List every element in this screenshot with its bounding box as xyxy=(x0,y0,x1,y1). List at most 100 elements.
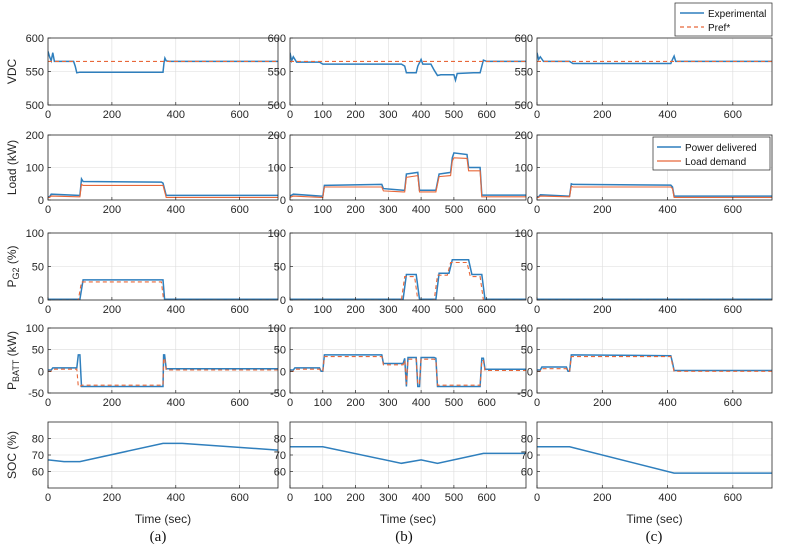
x-tick-label: 300 xyxy=(379,109,397,121)
x-tick-label: 0 xyxy=(45,204,51,216)
x-tick-label: 0 xyxy=(45,397,51,409)
y-tick-label: 60 xyxy=(32,467,44,479)
series-line-experimental xyxy=(290,52,526,84)
y-tick-label: 0 xyxy=(38,195,44,207)
y-tick-label: 0 xyxy=(280,366,286,378)
panel-load-1: 0 100 200 300 400 500 600 0 100 200 xyxy=(268,130,527,216)
x-tick-label: 600 xyxy=(724,204,742,216)
series-line-load-demand xyxy=(537,185,772,198)
axes-box xyxy=(289,327,527,394)
y-tick-label: 500 xyxy=(515,100,533,112)
panel-pg2-2: 0 200 400 600 0 50 100 xyxy=(515,228,773,316)
y-tick-label: 500 xyxy=(26,100,44,112)
y-tick-label: 600 xyxy=(515,33,533,45)
series-line-soc xyxy=(290,446,526,465)
legend-label-pref: Pref* xyxy=(708,23,730,34)
panel-soc-1: 0 100 200 300 400 500 600 60 70 80 Time (sec) xyxy=(274,421,527,526)
y-tick-label: 60 xyxy=(521,467,533,479)
panel-soc-2: 0 200 400 600 60 70 80 Time (sec) xyxy=(521,421,773,526)
series-line-pref- xyxy=(290,261,526,300)
series-line-experimental xyxy=(48,354,278,388)
x-tick-label: 300 xyxy=(379,304,397,316)
y-tick-label: 50 xyxy=(274,262,286,274)
x-tick-label: 0 xyxy=(534,304,540,316)
series-line-power-delivered xyxy=(537,182,772,198)
y-axis-label-vdc: VDC xyxy=(5,59,19,85)
x-tick-label: 400 xyxy=(412,492,430,504)
series-line-experimental xyxy=(537,52,772,65)
x-axis-label: Time (sec) xyxy=(626,512,682,526)
x-tick-label: 400 xyxy=(658,204,676,216)
x-tick-label: 400 xyxy=(412,397,430,409)
x-tick-label: 400 xyxy=(167,204,185,216)
x-tick-label: 400 xyxy=(167,304,185,316)
panel-soc-0: 0 200 400 600 60 70 80 Time (sec) xyxy=(32,421,279,526)
x-tick-label: 0 xyxy=(287,397,293,409)
x-tick-label: 200 xyxy=(593,304,611,316)
x-tick-label: 100 xyxy=(314,492,332,504)
y-tick-label: 100 xyxy=(26,323,44,335)
x-tick-label: 100 xyxy=(314,109,332,121)
y-tick-label: 600 xyxy=(26,33,44,45)
x-tick-label: 400 xyxy=(658,109,676,121)
y-tick-label: -50 xyxy=(517,388,533,400)
y-axis-label-pbatt: PBATT (kW) xyxy=(5,331,21,390)
panel-vdc-2: 0 200 400 600 500 550 600 xyxy=(515,33,773,121)
x-tick-label: 200 xyxy=(103,304,121,316)
y-tick-label: 0 xyxy=(280,195,286,207)
series-line-soc xyxy=(48,442,278,463)
x-tick-label: 600 xyxy=(724,109,742,121)
panel-vdc-1: 0 100 200 300 400 500 600 500 550 600 xyxy=(268,33,527,121)
x-tick-label: 600 xyxy=(477,109,495,121)
axes-box xyxy=(536,327,773,394)
x-tick-label: 600 xyxy=(724,304,742,316)
x-tick-label: 600 xyxy=(230,304,248,316)
panel-vdc-0: 0 200 400 600 500 550 600 xyxy=(26,33,279,121)
x-tick-label: 200 xyxy=(346,304,364,316)
panel-load-0: 0 200 400 600 0 100 200 xyxy=(26,130,279,216)
panel-pg2-0: 0 200 400 600 0 50 100 xyxy=(26,228,279,316)
y-axis-label-soc: SOC (%) xyxy=(5,431,19,479)
series-line-pref- xyxy=(290,356,526,386)
legend-label-load-demand: Load demand xyxy=(685,157,746,168)
x-tick-label: 200 xyxy=(103,492,121,504)
x-tick-label: 0 xyxy=(287,304,293,316)
x-tick-label: 600 xyxy=(230,397,248,409)
x-tick-label: 200 xyxy=(593,109,611,121)
x-tick-label: 500 xyxy=(445,304,463,316)
x-tick-label: 0 xyxy=(287,492,293,504)
series-line-power-delivered xyxy=(48,176,278,198)
panel-load-2: 0 200 400 600 0 100 200 xyxy=(515,130,773,216)
x-tick-label: 200 xyxy=(103,397,121,409)
x-tick-label: 600 xyxy=(230,204,248,216)
x-tick-label: 400 xyxy=(167,492,185,504)
x-tick-label: 500 xyxy=(445,397,463,409)
y-tick-label: 600 xyxy=(268,33,286,45)
x-tick-label: 200 xyxy=(593,397,611,409)
series-line-experimental xyxy=(290,354,526,388)
y-tick-label: 0 xyxy=(527,366,533,378)
x-axis-label: Time (sec) xyxy=(380,512,436,526)
x-tick-label: 400 xyxy=(658,304,676,316)
x-tick-label: 200 xyxy=(346,397,364,409)
x-tick-label: 0 xyxy=(45,492,51,504)
x-tick-label: 600 xyxy=(477,204,495,216)
x-tick-label: 600 xyxy=(477,397,495,409)
y-tick-label: 50 xyxy=(521,262,533,274)
y-tick-label: 0 xyxy=(280,295,286,307)
x-tick-label: 100 xyxy=(314,397,332,409)
x-tick-label: 400 xyxy=(658,397,676,409)
x-tick-label: 600 xyxy=(230,109,248,121)
x-tick-label: 200 xyxy=(593,204,611,216)
y-axis-label-pg2: PG2 (%) xyxy=(5,245,21,287)
x-tick-label: 100 xyxy=(314,204,332,216)
y-tick-label: 80 xyxy=(274,434,286,446)
x-tick-label: 0 xyxy=(534,492,540,504)
legend-box xyxy=(674,2,773,37)
y-tick-label: -50 xyxy=(28,388,44,400)
x-tick-label: 300 xyxy=(379,397,397,409)
legend-load: Power delivered Load demand xyxy=(652,136,771,171)
series-line-pref- xyxy=(48,357,278,388)
legend-box xyxy=(652,136,771,171)
